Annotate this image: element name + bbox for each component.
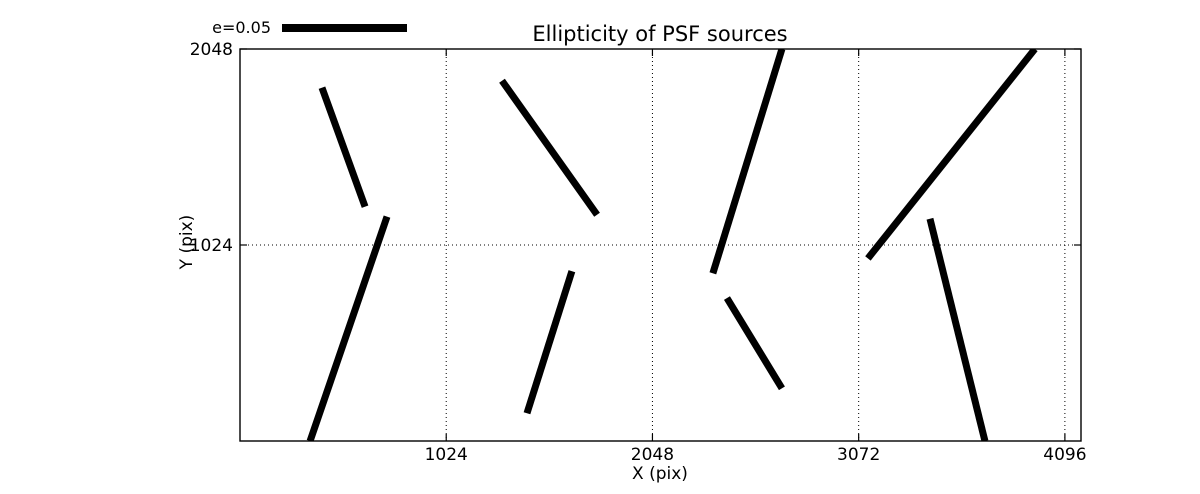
whisker-segments [306, 49, 1038, 441]
legend: e=0.05 [212, 18, 407, 37]
ellipticity-whisker [723, 296, 785, 391]
ellipticity-whisker [499, 78, 600, 217]
tick-marks [240, 48, 1081, 441]
ellipticity-whisker [306, 215, 391, 441]
tick-labels: 1024 2048 3072 4096 1024 2048 [190, 40, 1087, 465]
ellipticity-whisker [523, 270, 576, 415]
x-tick-label: 4096 [1043, 445, 1086, 465]
y-axis-label: Y (pix) [177, 215, 197, 271]
legend-label: e=0.05 [212, 18, 271, 37]
ellipticity-whisker [865, 49, 1038, 261]
chart-title: Ellipticity of PSF sources [532, 22, 787, 46]
gridlines [240, 48, 1081, 441]
x-axis-label: X (pix) [632, 464, 688, 484]
ellipticity-whisker [709, 49, 786, 275]
x-tick-label: 2048 [631, 445, 674, 465]
y-tick-label: 1024 [190, 236, 233, 256]
x-tick-label: 1024 [425, 445, 468, 465]
y-tick-label: 2048 [190, 40, 233, 60]
x-tick-label: 3072 [837, 445, 880, 465]
ellipticity-whisker [926, 217, 989, 441]
ellipticity-whisker [318, 86, 369, 208]
